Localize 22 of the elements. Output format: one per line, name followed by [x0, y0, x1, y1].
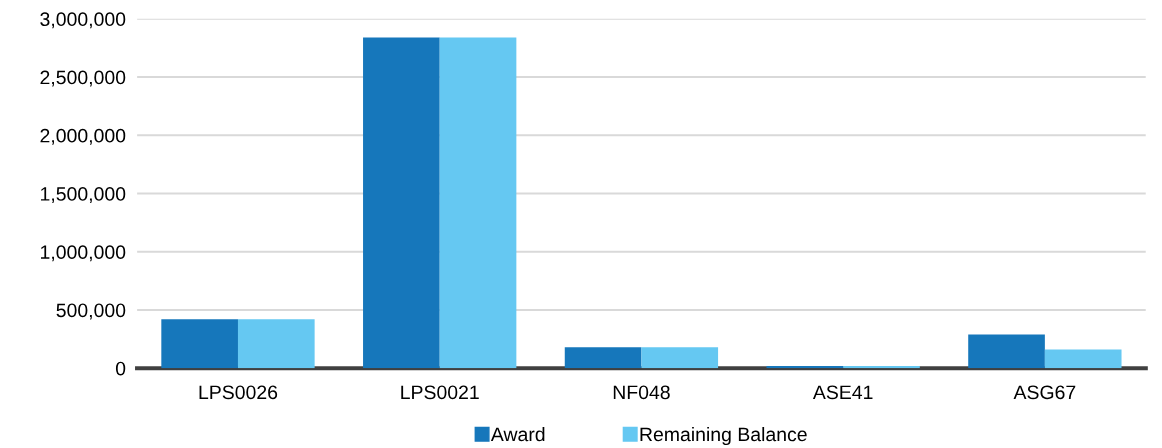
x-tick-label: LPS0026 — [199, 385, 278, 400]
legend-label: Remaining Balance — [640, 426, 807, 446]
x-tick-label: ASG67 — [1013, 385, 1076, 400]
y-tick-label: 2,000,000 — [40, 128, 126, 145]
y-tick-label: 2,500,000 — [40, 70, 126, 87]
y-tick-label: 3,000,000 — [40, 12, 126, 29]
y-tick-label: 0 — [115, 361, 126, 376]
legend-label: Award — [490, 426, 545, 442]
bar — [439, 37, 517, 369]
bar — [968, 334, 1045, 369]
bar — [161, 319, 238, 369]
bar — [564, 347, 642, 369]
y-tick-label: 500,000 — [56, 303, 126, 320]
bar — [363, 37, 440, 369]
y-tick-label: 1,000,000 — [40, 245, 126, 262]
x-tick-label: NF048 — [613, 385, 670, 400]
bar — [237, 319, 315, 369]
x-tick-label: LPS0021 — [401, 385, 479, 400]
y-tick-label: 1,500,000 — [40, 187, 126, 204]
x-tick-label: ASE41 — [812, 385, 873, 400]
bar — [1044, 349, 1122, 369]
bar — [641, 347, 719, 369]
